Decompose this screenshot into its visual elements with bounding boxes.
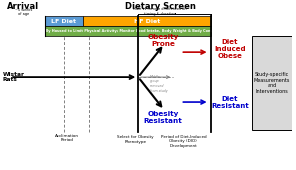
Text: Period of Diet-Induced
Obesity (DIO)
Development: Period of Diet-Induced Obesity (DIO) Dev… xyxy=(160,135,206,148)
Text: Individually Housed to Limit Physical Activity; Monitor Food Intake, Body Weight: Individually Housed to Limit Physical Ac… xyxy=(28,29,228,33)
Text: Obesity
Prone: Obesity Prone xyxy=(147,34,178,47)
Text: Dietary Screen: Dietary Screen xyxy=(125,2,195,11)
Text: HF Diet: HF Diet xyxy=(134,19,160,24)
Text: ~5 weeks
of age: ~5 weeks of age xyxy=(15,8,32,16)
Text: Middle
group
removed
from study: Middle group removed from study xyxy=(150,75,168,93)
Bar xyxy=(45,26,211,36)
Text: Study-specific
Measurements
and
Interventions: Study-specific Measurements and Interven… xyxy=(254,72,290,94)
Bar xyxy=(252,36,292,130)
Text: Diet
Resistant: Diet Resistant xyxy=(211,96,249,109)
Text: Wistar
Rats: Wistar Rats xyxy=(3,72,25,82)
Text: LF Diet: LF Diet xyxy=(52,19,76,24)
Text: Arrival: Arrival xyxy=(7,2,39,11)
Text: Obesity
Resistant: Obesity Resistant xyxy=(144,110,182,124)
Bar xyxy=(45,16,83,26)
Text: Select for Obesity
Phenotype: Select for Obesity Phenotype xyxy=(117,135,154,144)
Text: Acclimation
Period: Acclimation Period xyxy=(55,133,79,142)
Text: Male vs Female differences on
timing & duration: Male vs Female differences on timing & d… xyxy=(133,7,187,16)
Text: Diet
Induced
Obese: Diet Induced Obese xyxy=(214,39,246,59)
Bar xyxy=(83,16,211,26)
